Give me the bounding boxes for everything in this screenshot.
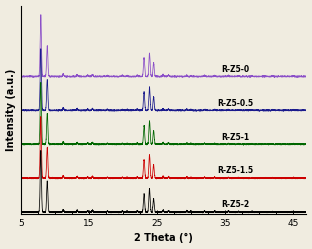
Y-axis label: Intensity (a.u.): Intensity (a.u.) — [6, 68, 16, 151]
Text: R-Z5-1: R-Z5-1 — [221, 132, 249, 141]
X-axis label: 2 Theta (°): 2 Theta (°) — [134, 233, 193, 244]
Text: R-Z5-2: R-Z5-2 — [221, 200, 249, 209]
Text: R-Z5-0: R-Z5-0 — [221, 65, 249, 74]
Text: R-Z5-1.5: R-Z5-1.5 — [217, 166, 253, 175]
Text: R-Z5-0.5: R-Z5-0.5 — [217, 99, 253, 108]
